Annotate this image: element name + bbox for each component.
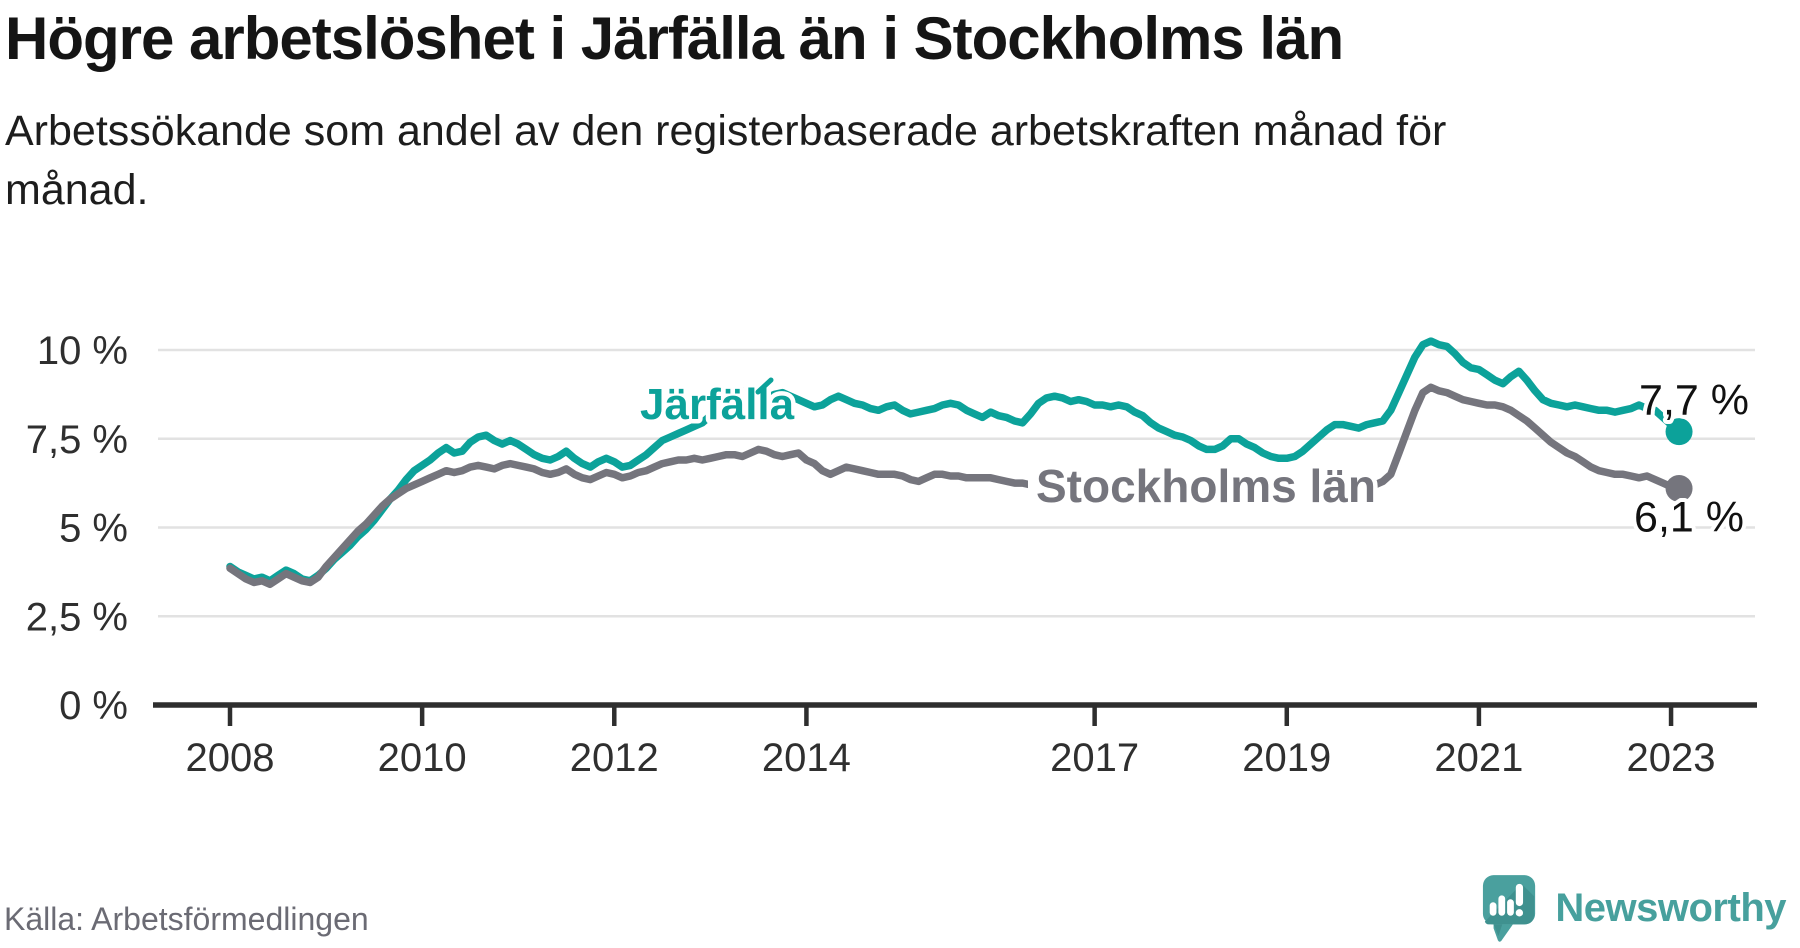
page-subtitle: Arbetssökande som andel av den registerb… xyxy=(5,107,1447,215)
end-value-label-jarfalla: 7,7 % xyxy=(1639,377,1749,425)
series-line-stockholms-lan xyxy=(226,383,1683,589)
page-title: Högre arbetslöshet i Järfälla än i Stock… xyxy=(5,5,1344,72)
y-tick-label: 7,5 % xyxy=(26,418,128,462)
end-dot-stockholms-lan xyxy=(1665,474,1693,502)
series-label-jarfalla: Järfälla xyxy=(640,380,795,429)
y-tick-label: 5 % xyxy=(59,507,128,551)
end-value-label-stockholms-lan: 6,1 % xyxy=(1634,493,1744,541)
y-tick-label: 10 % xyxy=(37,329,128,373)
newsworthy-logo-text: Newsworthy xyxy=(1555,885,1786,930)
x-tick-label-2012: 2012 xyxy=(570,736,659,780)
series-label-casing-stockholms-lan xyxy=(1028,464,1370,510)
x-tick-label-2021: 2021 xyxy=(1434,736,1523,780)
x-tick-label-2014: 2014 xyxy=(762,736,851,780)
x-tick-label-2023: 2023 xyxy=(1627,736,1716,780)
series-line-jarfalla xyxy=(226,337,1683,585)
y-tick-label: 0 % xyxy=(59,684,128,728)
x-tick-label-2010: 2010 xyxy=(378,736,467,780)
jarfalla-label-leader xyxy=(755,377,774,395)
newsworthy-logo-icon xyxy=(1483,875,1536,942)
newsworthy-logo: Newsworthy xyxy=(1481,874,1786,942)
source-note: Källa: Arbetsförmedlingen xyxy=(4,901,369,937)
y-tick-label: 2,5 % xyxy=(26,595,128,639)
series-label-stockholms-lan: Stockholms län xyxy=(1036,460,1376,512)
x-tick-label-2008: 2008 xyxy=(186,736,275,780)
x-tick-label-2019: 2019 xyxy=(1242,736,1331,780)
end-dot-jarfalla xyxy=(1665,418,1693,446)
x-tick-label-2017: 2017 xyxy=(1050,736,1139,780)
